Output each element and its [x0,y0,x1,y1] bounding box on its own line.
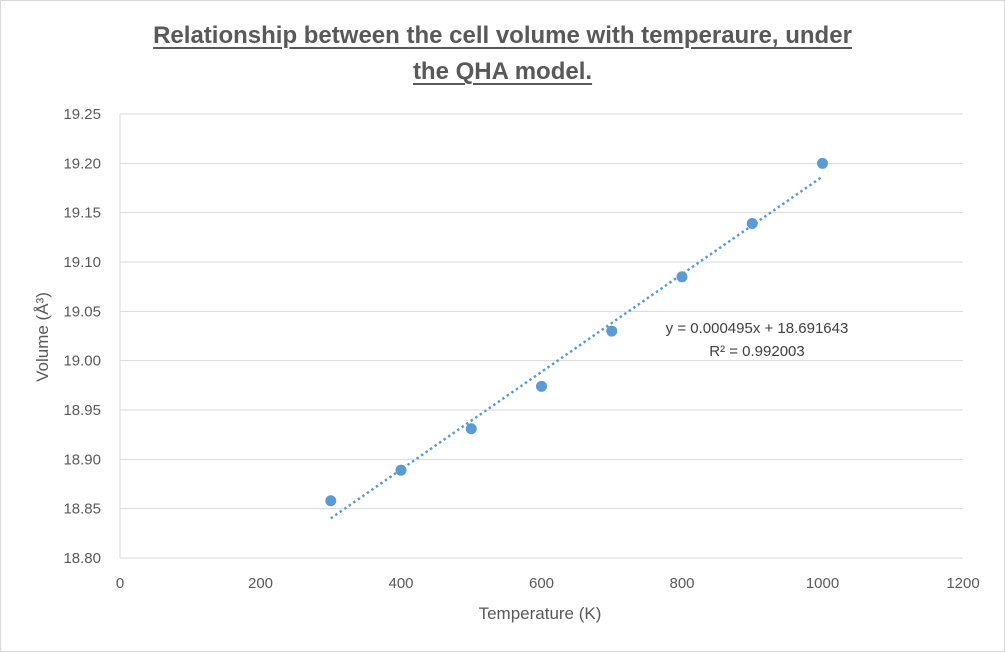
chart-title-line1: Relationship between the cell volume wit… [153,22,852,49]
data-point [395,464,407,476]
data-point [746,218,758,230]
y-tick-label: 19.05 [63,303,101,320]
trendline-equation: y = 0.000495x + 18.691643 [666,320,849,337]
chart-title-line2: the QHA model. [412,58,593,85]
y-tick-label: 19.20 [63,155,101,172]
data-point [465,423,477,435]
gridlines [119,113,963,559]
y-tick-label: 19.25 [63,106,101,123]
y-tick-label: 18.90 [63,451,101,468]
y-tick-label: 18.95 [63,402,101,419]
x-tick-label: 1000 [806,575,839,592]
x-tick-label: 0 [116,575,124,592]
x-tick-label: 400 [388,575,413,592]
data-point [536,380,547,392]
y-tick-label: 18.80 [63,550,101,567]
data-point [606,325,618,337]
data-point [817,157,828,169]
chart-title: Relationship between the cell volume wit… [0,18,1005,90]
y-tick-labels: 18.80 18.85 18.90 18.95 19.00 19.05 19.10 19.15… [63,106,101,567]
x-tick-labels: 0 200 400 600 800 1000 1200 [116,575,980,592]
x-tick-label: 800 [669,575,694,592]
data-point [325,495,337,507]
data-points [325,157,828,507]
x-tick-label: 200 [248,575,273,592]
trendline-group [330,175,824,520]
y-axis-label: Volume (Å³) [33,292,52,382]
data-point [676,271,688,283]
x-tick-label: 600 [529,575,554,592]
x-tick-label: 1200 [946,575,979,592]
x-axis-label: Temperature (K) [479,604,602,623]
trendline-r-squared: R² = 0.992003 [709,343,805,360]
trendline [330,175,824,520]
y-tick-label: 18.85 [63,501,101,518]
y-tick-label: 19.00 [63,353,101,370]
y-tick-label: 19.15 [63,205,101,222]
y-tick-label: 19.10 [63,254,101,271]
